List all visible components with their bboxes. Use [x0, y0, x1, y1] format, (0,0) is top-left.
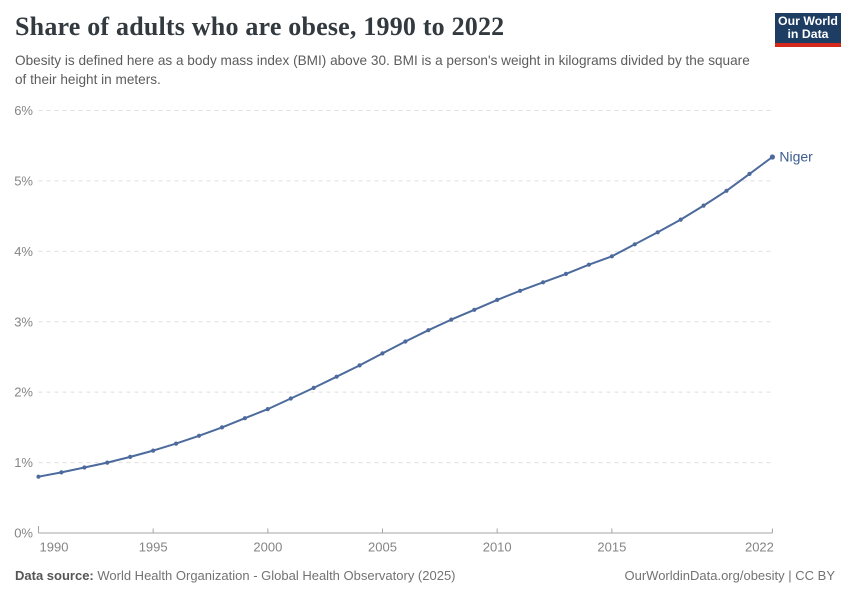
data-point[interactable] — [655, 230, 660, 235]
data-point[interactable] — [128, 454, 133, 459]
data-point[interactable] — [449, 317, 454, 322]
data-source: Data source: World Health Organization -… — [15, 568, 456, 583]
owid-logo-line1: Our World — [778, 13, 838, 28]
data-point[interactable] — [219, 425, 225, 430]
data-point[interactable] — [311, 385, 316, 390]
y-tick-label: 6% — [14, 103, 33, 118]
data-point[interactable] — [678, 217, 683, 222]
data-point[interactable] — [242, 416, 247, 421]
owid-logo-line2: in Data — [787, 27, 829, 41]
x-tick-label: 1990 — [40, 540, 69, 555]
data-point[interactable] — [36, 474, 41, 479]
entity-label-niger[interactable]: Niger — [779, 148, 813, 164]
x-tick-label: 2005 — [368, 540, 397, 555]
y-tick-label: 5% — [14, 173, 33, 188]
data-point[interactable] — [334, 374, 339, 379]
chart-title: Share of adults who are obese, 1990 to 2… — [15, 12, 505, 41]
data-point[interactable] — [701, 203, 706, 208]
x-tick-label: 2000 — [253, 540, 282, 555]
chart-subtitle: Obesity is defined here as a body mass i… — [15, 53, 750, 87]
y-tick-label: 0% — [14, 526, 33, 541]
data-point[interactable] — [174, 441, 179, 446]
series-line-niger[interactable] — [37, 156, 774, 478]
data-point[interactable] — [495, 297, 500, 302]
data-point[interactable] — [518, 288, 523, 293]
data-point[interactable] — [380, 351, 385, 356]
y-tick-label: 3% — [14, 314, 33, 329]
owid-logo[interactable]: Our World in Data — [775, 13, 841, 47]
data-point[interactable] — [196, 433, 202, 438]
data-point[interactable] — [541, 280, 546, 285]
data-point[interactable] — [747, 171, 752, 176]
y-tick-label: 2% — [14, 385, 33, 400]
data-point[interactable] — [586, 262, 592, 267]
x-tick-label: 2010 — [483, 540, 512, 555]
attribution-link[interactable]: OurWorldinData.org/obesity | CC BY — [624, 568, 836, 583]
data-point[interactable] — [151, 448, 156, 453]
data-point[interactable] — [426, 328, 431, 333]
data-point[interactable] — [357, 363, 362, 368]
data-point[interactable] — [403, 339, 408, 344]
data-point[interactable] — [288, 396, 293, 401]
data-point[interactable] — [563, 271, 569, 276]
y-tick-label: 4% — [14, 244, 33, 259]
data-source-text: World Health Organization - Global Healt… — [93, 568, 456, 583]
data-point[interactable] — [59, 470, 64, 475]
data-point[interactable] — [632, 242, 637, 247]
x-tick-label: 2015 — [597, 540, 626, 555]
x-tick-label: 2022 — [745, 540, 774, 555]
data-point[interactable] — [472, 307, 477, 312]
y-tick-label: 1% — [14, 455, 33, 470]
data-source-label: Data source: — [15, 568, 94, 583]
data-point[interactable] — [724, 188, 729, 193]
data-point[interactable] — [769, 154, 776, 160]
data-point[interactable] — [105, 460, 110, 465]
data-point[interactable] — [82, 465, 87, 470]
x-tick-label: 1995 — [139, 540, 168, 555]
data-point[interactable] — [609, 254, 615, 259]
data-point[interactable] — [265, 407, 270, 412]
